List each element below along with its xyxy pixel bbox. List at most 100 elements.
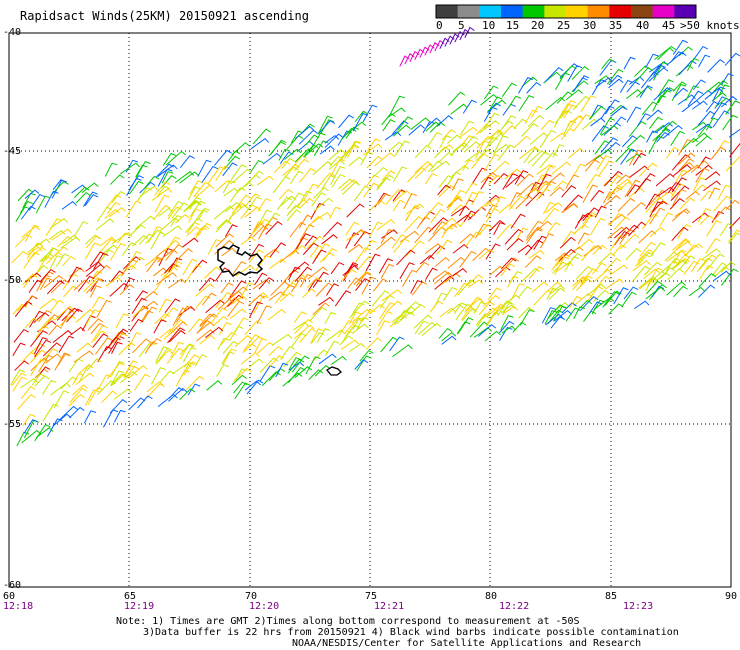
wind-barb (508, 95, 521, 109)
wind-barb (480, 93, 498, 106)
time-tick: 12:21 (374, 601, 405, 612)
wind-barb (646, 130, 658, 143)
wind-barb (678, 46, 693, 57)
wind-barb (180, 155, 195, 168)
wind-barb (396, 249, 416, 266)
wind-barb (326, 283, 339, 296)
wind-barb (95, 337, 113, 355)
wind-barb (483, 294, 500, 307)
colorbar-swatch (674, 5, 697, 18)
wind-barb (157, 168, 173, 187)
wind-barb (670, 185, 690, 201)
wind-barb (111, 341, 123, 354)
wind-barb (99, 236, 116, 247)
wind-barb (574, 214, 589, 229)
wind-barb (672, 81, 687, 92)
wind-barb (652, 128, 671, 142)
wind-barb (103, 409, 119, 428)
wind-barb (52, 413, 72, 427)
wind-barb (322, 247, 337, 262)
wind-barb (502, 124, 517, 135)
wind-barb (78, 275, 95, 292)
wind-barb (600, 105, 615, 119)
wind-barb (245, 170, 264, 187)
wind-barb (519, 146, 540, 160)
wind-barb (138, 341, 156, 358)
wind-barb (593, 289, 610, 302)
wind-barb (724, 52, 740, 66)
wind-barb (95, 218, 115, 231)
wind-barb (697, 124, 712, 137)
wind-barb (34, 337, 48, 355)
wind-barb (525, 239, 543, 256)
wind-barb (291, 277, 306, 293)
wind-barb (69, 387, 87, 403)
wind-barb (412, 281, 428, 296)
wind-barb (447, 256, 466, 269)
wind-barb (391, 234, 407, 249)
wind-barb (175, 248, 193, 262)
wind-barb (10, 369, 25, 385)
wind-barb (389, 336, 405, 352)
wind-barb (62, 273, 79, 290)
wind-barb (432, 270, 450, 281)
wind-barb (231, 142, 250, 156)
wind-barb (137, 187, 152, 202)
wind-barb (604, 170, 623, 187)
wind-barb (290, 170, 304, 184)
wind-barb (638, 162, 658, 177)
wind-barb (720, 223, 734, 236)
wind-barb (344, 262, 359, 277)
wind-barb (167, 327, 185, 344)
wind-barb (279, 188, 293, 200)
wind-barb (198, 208, 210, 220)
wind-barb (240, 352, 260, 365)
wind-barb (413, 314, 433, 329)
wind-barb (545, 313, 564, 326)
wind-barb (86, 263, 105, 277)
wind-barb (582, 184, 598, 203)
wind-barb (225, 202, 241, 213)
wind-barb (313, 186, 329, 199)
wind-barb (210, 307, 228, 325)
wind-barb (342, 181, 360, 195)
wind-barb (662, 124, 683, 139)
wind-barb (471, 153, 489, 169)
wind-barb (718, 84, 730, 97)
wind-barb (73, 350, 94, 363)
wind-barb (380, 263, 395, 279)
wind-barb (275, 292, 288, 304)
wind-barb (344, 317, 363, 334)
wind-barb (222, 162, 238, 177)
wind-barb (372, 166, 388, 178)
wind-barb (582, 118, 599, 130)
wind-barb (695, 164, 713, 176)
wind-barb (434, 275, 455, 290)
wind-barb (484, 85, 499, 100)
wind-barb (354, 110, 369, 122)
wind-barb (214, 205, 234, 220)
wind-barb (485, 243, 501, 260)
wind-barb (573, 114, 591, 131)
wind-barb (47, 418, 63, 437)
wind-barb (628, 221, 647, 237)
wind-barb (585, 154, 604, 166)
wind-barb (42, 348, 58, 362)
wind-barb (22, 413, 36, 426)
wind-barb (39, 298, 58, 310)
wind-barb (179, 388, 196, 400)
wind-barb (307, 266, 328, 280)
colorbar-swatch (544, 5, 567, 18)
wind-barb (587, 283, 606, 296)
wind-barb (338, 114, 354, 128)
wind-barb (549, 186, 565, 197)
wind-barb (518, 306, 534, 319)
wind-barb (558, 248, 576, 262)
wind-barb (294, 148, 313, 163)
wind-barb (92, 296, 105, 309)
colorbar-label: 0 (436, 19, 443, 32)
wind-barb (314, 364, 331, 377)
wind-barb (473, 301, 486, 314)
wind-barb (96, 206, 112, 222)
wind-barb (547, 281, 562, 292)
